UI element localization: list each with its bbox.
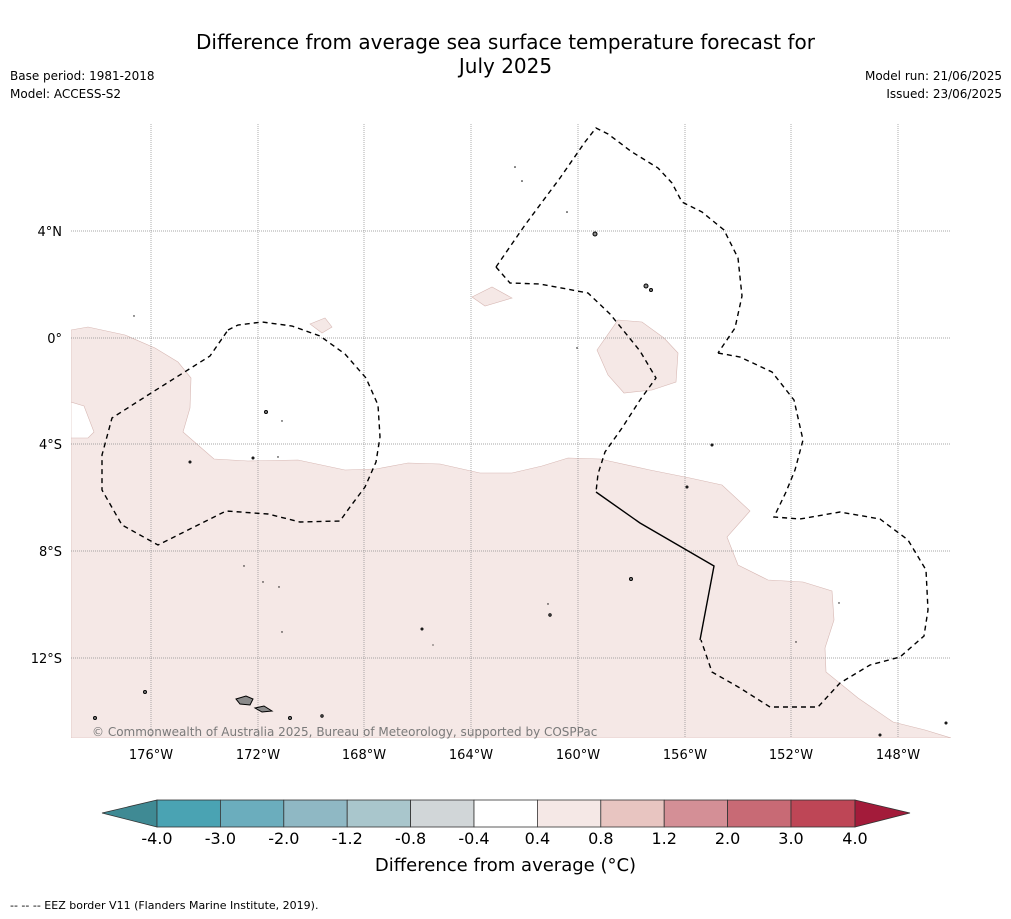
lon-tick-labels: 176°W 172°W 168°W 164°W 160°W 156°W 152°…	[129, 748, 920, 763]
colorbar-tick-label: -1.2	[332, 829, 363, 848]
copyright-notice: © Commonwealth of Australia 2025, Bureau…	[92, 725, 597, 739]
colorbar-tick-label: -4.0	[141, 829, 172, 848]
anomaly-patch-north	[471, 286, 513, 307]
eez-footnote: -- -- -- EEZ border V11 (Flanders Marine…	[10, 899, 319, 912]
lat-tick-label: 0°	[47, 332, 62, 347]
anomaly-patch-central	[596, 319, 679, 394]
lon-tick-label: 156°W	[663, 748, 707, 763]
eez-borders	[101, 127, 929, 708]
colorbar-tick-label: 2.0	[715, 829, 740, 848]
graticule	[71, 124, 951, 738]
anomaly-shading	[71, 286, 951, 738]
colorbar-tick-label: 3.0	[778, 829, 803, 848]
lon-tick-label: 164°W	[449, 748, 493, 763]
colorbar-segment	[346, 799, 412, 828]
colorbar-segment	[663, 799, 729, 828]
colorbar-tick-label: 1.2	[651, 829, 676, 848]
tiny-atolls	[133, 166, 840, 646]
anomaly-region-main	[71, 326, 951, 738]
eez-border-tokelau	[101, 321, 381, 546]
colorbar-tick-label: -3.0	[205, 829, 236, 848]
lon-tick-label: 148°W	[876, 748, 920, 763]
colorbar-segment	[283, 799, 348, 828]
eez-border-solid	[595, 491, 715, 641]
lon-tick-label: 160°W	[556, 748, 600, 763]
model-text: Model: ACCESS-S2	[10, 87, 122, 101]
title-line-2: July 2025	[458, 54, 553, 78]
land-islands	[93, 231, 948, 737]
colorbar-segment	[410, 799, 475, 828]
model-run-text: Model run: 21/06/2025	[864, 69, 1002, 83]
colorbar-segment	[537, 799, 602, 828]
samoa-island-small	[253, 705, 274, 713]
colorbar	[101, 799, 911, 828]
colorbar-tick-label: -0.8	[395, 829, 426, 848]
eez-border-east	[700, 352, 929, 708]
anomaly-island-left	[71, 401, 95, 439]
lon-tick-label: 176°W	[129, 748, 173, 763]
anomaly-patch-small	[309, 317, 333, 334]
eez-border-north	[495, 127, 743, 354]
samoa-island-large	[235, 695, 254, 706]
lat-tick-labels: 4°N 0° 4°S 8°S 12°S	[31, 225, 62, 667]
colorbar-tick-label: 4.0	[842, 829, 867, 848]
lat-tick-label: 12°S	[31, 652, 62, 667]
colorbar-segment	[600, 799, 665, 828]
base-period-text: Base period: 1981-2018	[10, 69, 155, 83]
lat-tick-label: 4°S	[39, 438, 62, 453]
lat-tick-label: 4°N	[38, 225, 63, 240]
eez-border-north-inner	[495, 266, 657, 493]
colorbar-low-arrow	[101, 799, 158, 828]
lon-tick-label: 168°W	[342, 748, 386, 763]
lat-tick-label: 8°S	[39, 545, 62, 560]
meta-left: Base period: 1981-2018 Model: ACCESS-S2	[10, 67, 155, 103]
colorbar-segment	[156, 799, 221, 828]
colorbar-segment	[219, 799, 285, 828]
colorbar-label: Difference from average (°C)	[374, 855, 637, 876]
lon-tick-label: 152°W	[769, 748, 813, 763]
colorbar-segment	[473, 799, 538, 828]
lon-tick-label: 172°W	[236, 748, 280, 763]
issued-text: Issued: 23/06/2025	[886, 87, 1002, 101]
colorbar-tick-labels: -4.0 -3.0 -2.0 -1.2 -0.8 -0.4 0.4 0.8 1.…	[141, 829, 867, 848]
colorbar-segment	[727, 799, 792, 828]
meta-right: Model run: 21/06/2025 Issued: 23/06/2025	[865, 67, 1002, 103]
colorbar-tick-label: -2.0	[268, 829, 299, 848]
colorbar-tick-label: 0.8	[588, 829, 613, 848]
colorbar-tick-label: -0.4	[458, 829, 489, 848]
title-line-1: Difference from average sea surface temp…	[195, 30, 815, 54]
colorbar-tick-label: 0.4	[525, 829, 550, 848]
chart-title: Difference from average sea surface temp…	[0, 30, 1011, 78]
colorbar-high-arrow	[854, 799, 911, 828]
colorbar-segment	[790, 799, 856, 828]
